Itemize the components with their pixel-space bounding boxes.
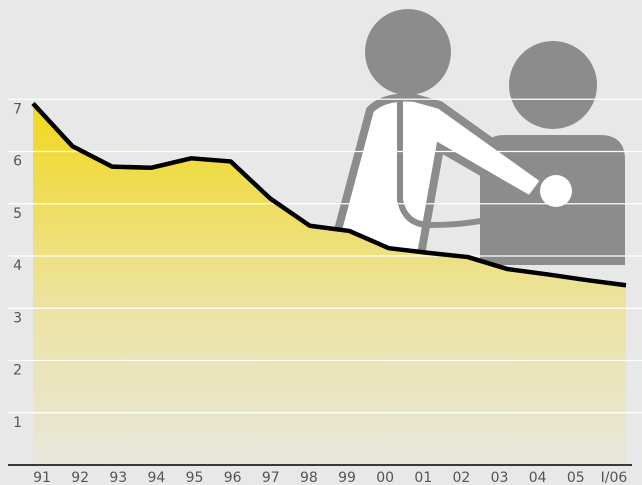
y-tick-label: 3 [13, 310, 22, 326]
x-tick-label: 04 [529, 470, 547, 485]
y-tick-label: 5 [13, 206, 22, 222]
doctor-illustration [324, 9, 625, 265]
x-tick-label: 03 [491, 470, 509, 485]
x-tick-label: 98 [300, 470, 318, 485]
y-tick-label: 4 [13, 258, 22, 274]
x-tick-label: 00 [376, 470, 394, 485]
y-tick-label: 2 [13, 363, 22, 379]
x-tick-label: 96 [224, 470, 242, 485]
line [31, 101, 627, 288]
x-tick-label: 91 [33, 470, 51, 485]
y-tick-label: 6 [13, 154, 22, 170]
y-tick-label: 1 [13, 415, 22, 431]
x-tick-label: I/06 [601, 470, 628, 485]
x-tick-label: 93 [109, 470, 127, 485]
x-tick-label: 99 [338, 470, 356, 485]
x-tick-label: 97 [262, 470, 280, 485]
area-fill [33, 103, 626, 466]
x-tick-label: 92 [71, 470, 89, 485]
x-tick-label: 01 [414, 470, 432, 485]
y-tick-label: 7 [13, 101, 22, 117]
x-tick-label: 94 [147, 470, 165, 485]
x-tick-label: 02 [453, 470, 471, 485]
x-tick-label: 95 [186, 470, 204, 485]
x-tick-label: 05 [567, 470, 585, 485]
